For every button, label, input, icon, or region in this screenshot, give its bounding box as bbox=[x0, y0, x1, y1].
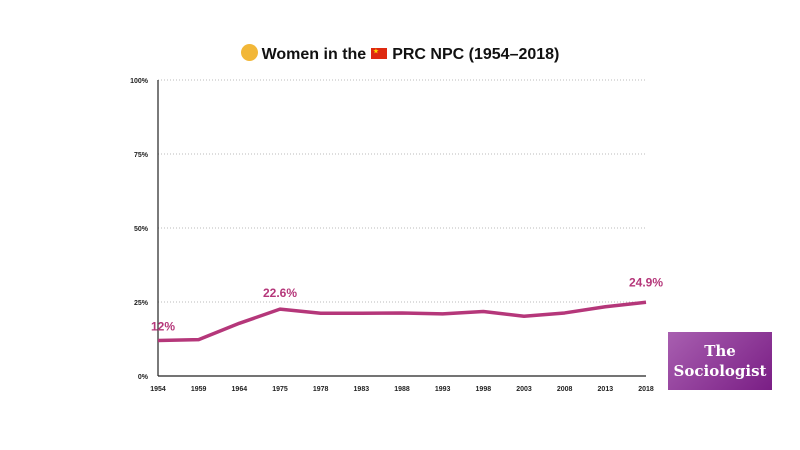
x-tick-label: 1975 bbox=[272, 386, 288, 393]
x-tick-label: 1993 bbox=[435, 386, 451, 393]
china-flag-icon bbox=[371, 48, 388, 59]
chart-title: Women in the PRC NPC (1954–2018) bbox=[0, 44, 800, 64]
the-sociologist-logo: The Sociologist bbox=[668, 332, 772, 390]
y-tick-label: 50% bbox=[134, 226, 149, 233]
logo-line-2: Sociologist bbox=[673, 362, 767, 380]
x-tick-label: 2008 bbox=[557, 386, 573, 393]
x-tick-label: 1978 bbox=[313, 386, 329, 393]
title-text-1: Women in the bbox=[261, 46, 367, 63]
logo-line-1: The bbox=[704, 342, 736, 360]
x-tick-label: 1964 bbox=[232, 386, 248, 393]
x-tick-label: 1998 bbox=[476, 386, 492, 393]
x-tick-label: 2013 bbox=[598, 386, 614, 393]
x-tick-label: 1959 bbox=[191, 386, 207, 393]
x-tick-label: 1983 bbox=[354, 386, 370, 393]
x-tick-label: 1954 bbox=[150, 386, 166, 393]
x-tick-label: 1988 bbox=[394, 386, 410, 393]
data-label: 12% bbox=[151, 319, 175, 333]
x-tick-label: 2003 bbox=[516, 386, 532, 393]
y-tick-label: 75% bbox=[134, 152, 149, 159]
title-text-2: PRC NPC (1954–2018) bbox=[392, 46, 560, 63]
data-label: 22.6% bbox=[263, 286, 297, 300]
y-tick-label: 25% bbox=[134, 300, 149, 307]
data-label: 24.9% bbox=[629, 275, 663, 289]
woman-emoji-icon bbox=[240, 44, 258, 61]
x-tick-label: 2018 bbox=[638, 386, 654, 393]
series-line bbox=[157, 300, 647, 343]
y-tick-label: 0% bbox=[138, 374, 149, 381]
y-tick-label: 100% bbox=[130, 78, 149, 85]
